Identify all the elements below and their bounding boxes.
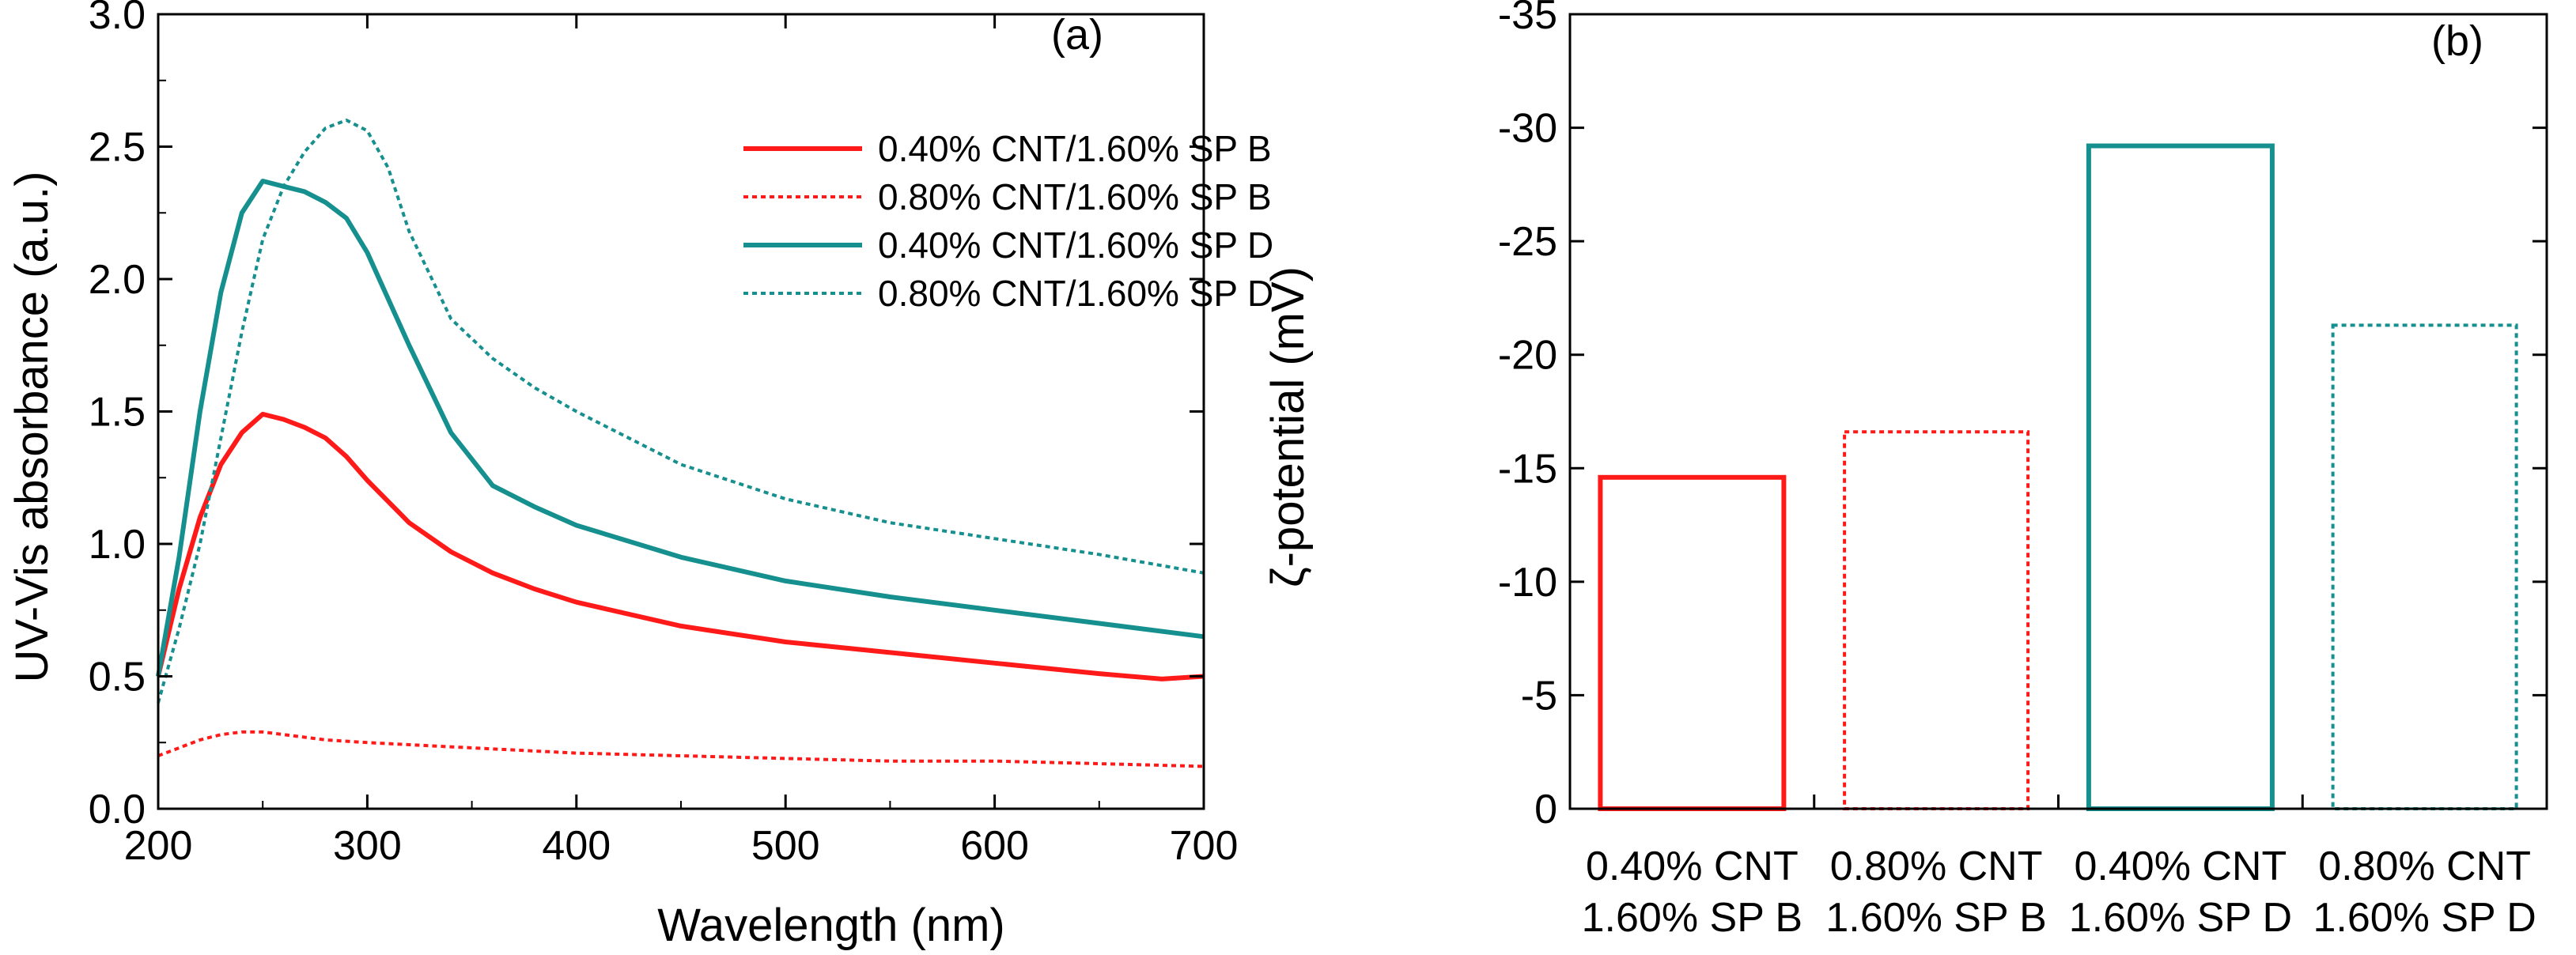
y-tick-label: 1.5 xyxy=(89,390,146,436)
category-label-3-line-2: 1.60% SP D xyxy=(2069,895,2292,941)
category-label-4-line-1: 0.80% CNT xyxy=(2318,844,2531,889)
bar-4 xyxy=(2331,323,2518,810)
category-label-1-line-2: 1.60% SP B xyxy=(1582,895,1802,941)
bar-2 xyxy=(1843,430,2030,810)
legend-label-2: 0.80% CNT/1.60% SP B xyxy=(878,176,1272,217)
category-label-2-line-1: 0.80% CNT xyxy=(1830,844,2043,889)
panel-b-axes: 0 -5 -10 -15 -20 -25 -30 -35 xyxy=(1498,0,2548,832)
series-line-2 xyxy=(157,730,1205,768)
category-label-3-line-1: 0.40% CNT xyxy=(2074,844,2287,889)
y-tick-label: 2.0 xyxy=(89,257,146,303)
bar-1 xyxy=(1598,474,1787,811)
category-label-4-line-2: 1.60% SP D xyxy=(2313,895,2536,941)
x-tick-label: 200 xyxy=(124,823,193,869)
panel-a-series-group xyxy=(156,119,1205,768)
y-tick-label: 2.5 xyxy=(89,125,146,171)
legend-label-4: 0.80% CNT/1.60% SP D xyxy=(878,273,1273,314)
b-y-tick-label: -5 xyxy=(1521,673,1557,719)
b-y-tick-label: -15 xyxy=(1498,446,1557,492)
y-tick-label: 1.0 xyxy=(89,522,146,568)
panel-b-plot-frame xyxy=(1568,13,2548,810)
panel-a-uv-vis-chart: 0.40% CNT/1.60% SP B 0.80% CNT/1.60% SP B… xyxy=(6,0,1273,951)
panel-b-label: (b) xyxy=(2431,17,2483,65)
panel-a-y-axis-title: UV-Vis absorbance (a.u.) xyxy=(6,172,58,683)
x-tick-label: 600 xyxy=(960,823,1029,869)
b-y-tick-label: -35 xyxy=(1498,0,1557,38)
b-y-tick-label: -10 xyxy=(1498,560,1557,606)
x-tick-label: 300 xyxy=(333,823,402,869)
panel-b-zeta-potential-chart: 0.40% CNT 1.60% SP B 0.80% CNT 1.60% SP B 0.… xyxy=(1262,0,2548,941)
b-y-tick-label: -25 xyxy=(1498,219,1557,265)
legend-label-1: 0.40% CNT/1.60% SP B xyxy=(878,128,1272,169)
panel-a-label: (a) xyxy=(1051,11,1103,59)
b-y-tick-label: -20 xyxy=(1498,333,1557,379)
legend-label-3: 0.40% CNT/1.60% SP D xyxy=(878,225,1273,266)
y-tick-label: 0.0 xyxy=(89,787,146,832)
panel-b-y-axis-title: ζ-potential (mV) xyxy=(1262,266,1314,587)
b-y-tick-label: 0 xyxy=(1534,787,1557,832)
x-tick-label: 400 xyxy=(542,823,611,869)
category-label-2-line-2: 1.60% SP B xyxy=(1825,895,2046,941)
panel-a-legend: 0.40% CNT/1.60% SP B 0.80% CNT/1.60% SP B… xyxy=(743,128,1273,314)
series-line-1 xyxy=(156,411,1205,681)
b-y-tick-label: -30 xyxy=(1498,106,1557,152)
panel-b-bars-group: 0.40% CNT 1.60% SP B 0.80% CNT 1.60% SP B 0.… xyxy=(1582,143,2536,941)
x-tick-label: 700 xyxy=(1170,823,1239,869)
series-line-3 xyxy=(156,179,1205,678)
x-tick-label: 500 xyxy=(751,823,820,869)
panel-a-axes: 200 300 400 500 600 700 0.0 0.5 1.0 1.5 2.0 2.5 3.0 xyxy=(89,0,1239,869)
bar-3 xyxy=(2086,143,2275,811)
y-tick-label: 0.5 xyxy=(89,655,146,700)
panel-a-x-axis-title: Wavelength (nm) xyxy=(657,900,1004,951)
y-tick-label: 3.0 xyxy=(89,0,146,38)
category-label-1-line-1: 0.40% CNT xyxy=(1586,844,1799,889)
